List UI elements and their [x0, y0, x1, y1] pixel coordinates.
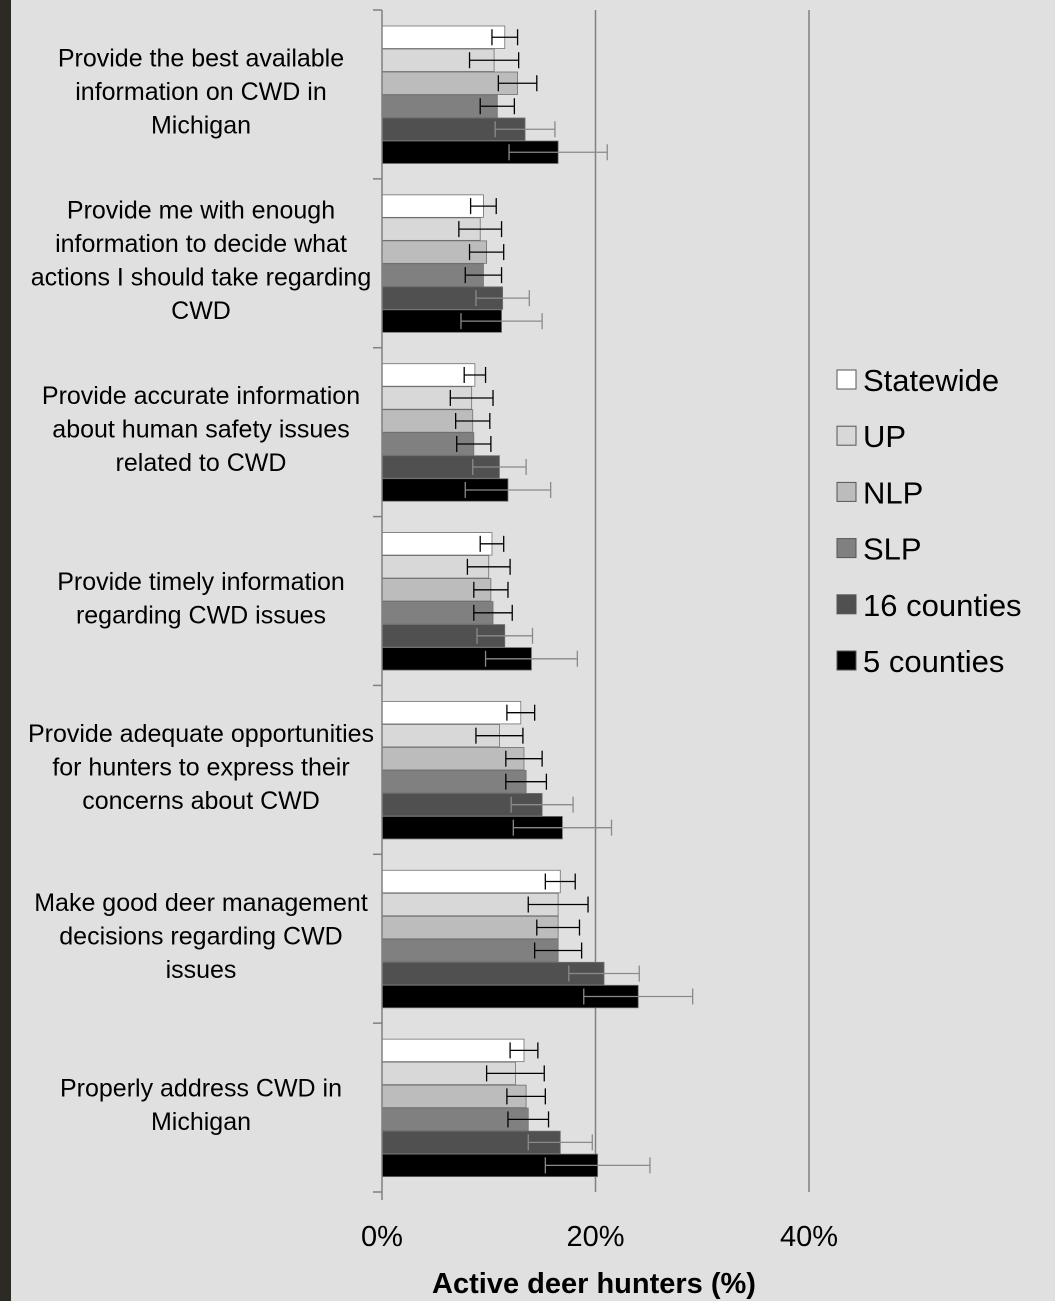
category-label-line: actions I should take regarding	[31, 264, 372, 292]
bar	[381, 71, 518, 95]
bar	[381, 938, 559, 963]
category-label: Properly address CWD in Michigan	[60, 1074, 342, 1136]
bar	[381, 363, 476, 387]
bars	[381, 25, 639, 1178]
category-labels: Provide the best available information on…	[28, 45, 374, 1136]
legend-label: UP	[863, 419, 906, 454]
legend-swatch	[836, 650, 857, 671]
bar	[381, 770, 527, 794]
category-label-line: information on CWD in	[75, 78, 326, 106]
bar	[381, 701, 522, 725]
legend-label: 5 counties	[863, 644, 1004, 679]
error-bars	[449, 29, 694, 1174]
legend-label: Statewide	[863, 363, 999, 398]
category-label: Provide adequate opportunities for hunter…	[28, 720, 374, 815]
legend-label: NLP	[863, 475, 923, 510]
x-tick-label: 0%	[361, 1221, 403, 1253]
category-label-line: Michigan	[151, 112, 251, 140]
x-axis-title: Active deer hunters (%)	[432, 1268, 756, 1300]
legend: Statewide UP NLP SLP 16 counties 5 counties	[836, 363, 1022, 679]
category-label: Provide timely information regarding CWD …	[57, 568, 345, 630]
legend-swatch	[836, 481, 857, 502]
bar-chart: Provide the best available information on…	[28, 9, 1022, 1300]
bar	[381, 1107, 529, 1132]
x-tick-label: 20%	[566, 1221, 624, 1253]
bar	[381, 915, 559, 940]
legend-swatch	[836, 425, 857, 446]
bar	[381, 747, 525, 771]
category-label-line: Provide me with enough	[67, 197, 335, 225]
bar	[381, 194, 484, 218]
category-label-line: Provide accurate information	[42, 382, 360, 410]
category-label-line: related to CWD	[116, 449, 287, 477]
category-label-line: for hunters to express their	[52, 753, 349, 781]
axes	[373, 9, 383, 1200]
category-label-line: Provide adequate opportunities	[28, 720, 374, 748]
legend-swatch	[836, 369, 857, 390]
category-label-line: Provide the best available	[58, 45, 344, 73]
category-label: Make good deer management decisions regar…	[34, 889, 368, 984]
gridlines	[594, 10, 810, 1192]
category-label-line: concerns about CWD	[82, 787, 320, 815]
category-label: Provide the best available information on…	[58, 45, 344, 140]
bar	[381, 1084, 527, 1109]
x-tick-label: 40%	[780, 1221, 838, 1253]
legend-label: SLP	[863, 532, 922, 567]
category-label: Provide accurate information about human …	[42, 382, 360, 477]
bar	[381, 532, 493, 556]
x-tick-labels: 0% 20% 40%	[361, 1221, 838, 1253]
category-label-line: issues	[166, 956, 237, 984]
category-label-line: decisions regarding CWD	[59, 922, 342, 950]
category-label-line: about human safety issues	[52, 416, 349, 444]
bar	[381, 25, 506, 49]
category-label-line: information to decide what	[55, 230, 347, 258]
category-label-line: Properly address CWD in	[60, 1074, 342, 1102]
category-label: Provide me with enough information to dec…	[31, 197, 372, 326]
bar	[381, 1038, 525, 1063]
bar	[381, 869, 561, 894]
legend-label: 16 counties	[863, 588, 1022, 623]
category-label-line: CWD	[171, 297, 231, 325]
chart-frame: Provide the best available information on…	[11, 0, 1055, 1301]
legend-swatch	[836, 538, 857, 559]
legend-swatch	[836, 594, 857, 615]
category-label-line: Make good deer management	[34, 889, 368, 917]
category-label-line: Michigan	[151, 1108, 251, 1136]
category-label-line: regarding CWD issues	[76, 601, 326, 629]
category-label-line: Provide timely information	[57, 568, 345, 596]
